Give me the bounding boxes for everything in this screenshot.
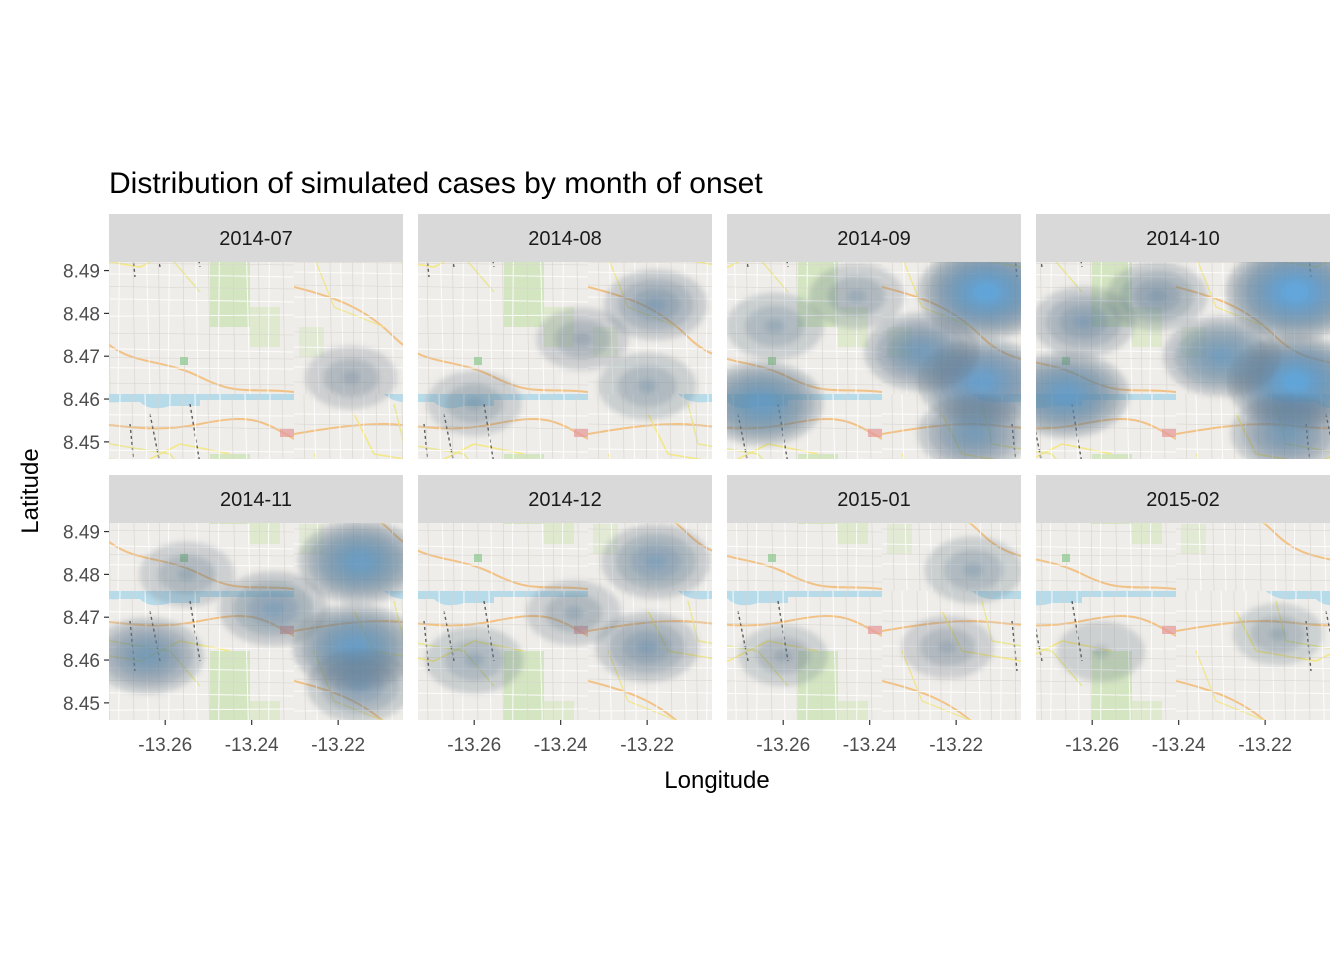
y-tick-label: 8.49 <box>63 523 100 544</box>
facet-label: 2014-08 <box>528 228 601 250</box>
density-contour <box>969 372 995 392</box>
density-contour <box>962 425 985 442</box>
density-contour <box>341 371 361 385</box>
density-contour <box>774 649 793 663</box>
density-contour <box>177 567 197 582</box>
y-axis-title: Latitude <box>17 448 44 533</box>
facet-label: 2014-11 <box>220 489 292 511</box>
y-axes: 8.45 8.46 8.47 8.48 8.49 8.45 8.46 8.47 8.48 8.49 <box>63 262 109 715</box>
facet-strip <box>418 214 712 262</box>
density-layer <box>425 524 711 694</box>
facet-panels: 2014-07 2014-08 2014-09 2014-10 2014-11 2014-… <box>109 214 1330 720</box>
density-contour <box>636 639 658 655</box>
density-contour <box>1053 385 1079 404</box>
y-tick-label: 8.46 <box>63 390 100 411</box>
density-contour <box>938 640 957 654</box>
density-contour <box>1269 627 1288 641</box>
density-layer <box>727 262 1021 459</box>
density-contour <box>637 379 657 394</box>
y-tick-label: 8.45 <box>63 433 100 454</box>
facet-panel: 2015-02 <box>1036 475 1330 720</box>
x-tick-label: -13.26 <box>447 735 501 756</box>
density-contour <box>764 319 785 334</box>
density-contour <box>1073 314 1094 330</box>
x-tick-label: -13.26 <box>756 735 810 756</box>
density-contour <box>847 289 867 304</box>
density-contour <box>644 553 667 570</box>
density-layer <box>426 269 708 436</box>
density-contour <box>645 297 667 313</box>
y-tick-label: 8.47 <box>63 608 100 629</box>
facet-label: 2015-02 <box>1146 489 1219 511</box>
facet-label: 2014-09 <box>837 228 910 250</box>
facet-strip <box>109 214 403 262</box>
density-contour <box>1281 372 1310 392</box>
y-tick-label: 8.46 <box>63 651 100 672</box>
x-axis-title: Longitude <box>664 767 769 794</box>
y-tick-label: 8.47 <box>63 347 100 368</box>
density-contour <box>963 563 984 578</box>
density-contour <box>262 600 285 617</box>
density-contour <box>573 332 592 346</box>
x-tick-label: -13.22 <box>1238 735 1292 756</box>
facet-label: 2014-12 <box>528 489 601 511</box>
density-contour <box>1210 347 1234 365</box>
y-tick-label: 8.45 <box>63 694 100 715</box>
density-contour <box>1092 645 1110 658</box>
facet-strip <box>109 475 403 523</box>
density-contour <box>347 552 373 571</box>
facet-panel: 2014-11 <box>109 475 403 720</box>
density-layer <box>738 536 1021 687</box>
density-contour <box>349 678 371 694</box>
density-contour <box>749 394 774 413</box>
x-tick-label: -13.24 <box>1152 735 1206 756</box>
density-contour <box>464 653 485 668</box>
facet-panel: 2014-07 <box>109 214 403 459</box>
facet-strip <box>1036 475 1330 523</box>
y-tick-label: 8.48 <box>63 565 100 586</box>
facet-label: 2014-10 <box>1146 228 1219 250</box>
density-contour <box>1281 281 1310 302</box>
x-tick-label: -13.26 <box>138 735 192 756</box>
density-layer <box>1056 603 1324 682</box>
x-tick-label: -13.24 <box>225 735 279 756</box>
facet-panel: 2015-01 <box>727 475 1021 720</box>
facet-panel: 2014-08 <box>418 214 712 459</box>
y-tick-label: 8.48 <box>63 304 100 325</box>
x-tick-label: -13.22 <box>620 735 674 756</box>
facet-panel: 2014-10 <box>1036 214 1330 459</box>
y-tick-label: 8.49 <box>63 262 100 283</box>
x-tick-label: -13.22 <box>929 735 983 756</box>
density-contour <box>136 647 160 664</box>
x-tick-label: -13.26 <box>1065 735 1119 756</box>
facet-strip <box>727 475 1021 523</box>
facet-panel: 2014-12 <box>418 475 712 720</box>
facet-strip <box>1036 214 1330 262</box>
facet-label: 2015-01 <box>837 489 910 511</box>
density-contour <box>910 343 934 361</box>
x-tick-label: -13.24 <box>843 735 897 756</box>
facet-panel: 2014-09 <box>727 214 1021 459</box>
density-layer <box>1036 262 1330 459</box>
facet-strip <box>418 475 712 523</box>
x-tick-label: -13.24 <box>534 735 588 756</box>
density-contour <box>972 282 1001 302</box>
density-layer <box>304 345 398 410</box>
x-tick-label: -13.22 <box>311 735 365 756</box>
density-contour <box>1146 289 1168 304</box>
density-contour <box>464 396 484 411</box>
density-contour <box>1275 425 1298 442</box>
facet-label: 2014-07 <box>219 228 292 250</box>
chart-title: Distribution of simulated cases by month… <box>109 167 763 200</box>
density-layer <box>109 523 403 720</box>
x-axes: -13.26 -13.24 -13.22 -13.26 -13.24 -13.22 -13.… <box>138 720 1292 756</box>
facet-strip <box>727 214 1021 262</box>
density-contour <box>564 606 584 620</box>
